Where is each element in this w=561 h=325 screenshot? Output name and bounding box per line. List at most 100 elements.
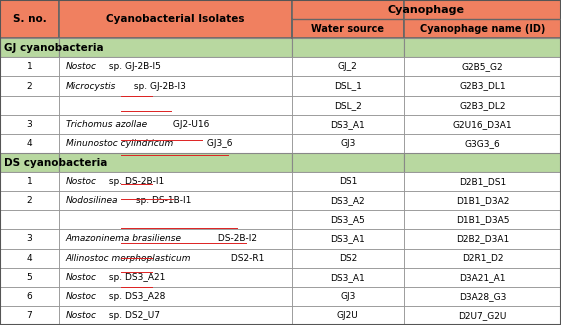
Text: G2B3_DL1: G2B3_DL1 bbox=[459, 82, 506, 91]
Bar bbox=[292, 57, 404, 76]
Text: DS1: DS1 bbox=[339, 177, 357, 186]
Bar bbox=[292, 96, 404, 115]
Text: G2B5_G2: G2B5_G2 bbox=[462, 62, 503, 72]
Text: sp. DS3_A21: sp. DS3_A21 bbox=[105, 273, 165, 282]
Text: DS3_A2: DS3_A2 bbox=[330, 196, 365, 205]
Text: D3A28_G3: D3A28_G3 bbox=[459, 292, 506, 301]
Text: sp. GJ-2B-I3: sp. GJ-2B-I3 bbox=[131, 82, 186, 91]
Text: GJ2-U16: GJ2-U16 bbox=[171, 120, 210, 129]
Bar bbox=[404, 229, 561, 249]
Text: Amazoninema brasiliense: Amazoninema brasiliense bbox=[66, 234, 182, 243]
Bar bbox=[59, 153, 292, 172]
Text: 1: 1 bbox=[26, 62, 33, 72]
Text: DS3_A1: DS3_A1 bbox=[330, 273, 365, 282]
Bar bbox=[0, 210, 59, 229]
Text: GJ cyanobacteria: GJ cyanobacteria bbox=[4, 43, 104, 53]
Text: Microcystis: Microcystis bbox=[66, 82, 116, 91]
Text: Nostoc: Nostoc bbox=[66, 177, 96, 186]
Bar bbox=[292, 172, 404, 191]
Text: G3G3_6: G3G3_6 bbox=[465, 139, 500, 148]
Bar bbox=[292, 38, 404, 57]
Bar bbox=[292, 76, 404, 96]
Text: GJ2U: GJ2U bbox=[337, 311, 358, 320]
Text: D1B1_D3A5: D1B1_D3A5 bbox=[456, 215, 509, 224]
Bar bbox=[0, 229, 59, 249]
Text: Nostoc: Nostoc bbox=[66, 311, 96, 320]
Text: DSL_1: DSL_1 bbox=[334, 82, 362, 91]
Text: Cyanophage: Cyanophage bbox=[388, 5, 465, 15]
Text: G2U16_D3A1: G2U16_D3A1 bbox=[453, 120, 512, 129]
Text: 3: 3 bbox=[26, 234, 33, 243]
Text: D1B1_D3A2: D1B1_D3A2 bbox=[456, 196, 509, 205]
Text: D3A21_A1: D3A21_A1 bbox=[459, 273, 505, 282]
Text: Water source: Water source bbox=[311, 24, 384, 34]
Bar bbox=[292, 0, 404, 38]
Text: DS3_A5: DS3_A5 bbox=[330, 215, 365, 224]
Bar bbox=[292, 134, 404, 153]
Text: Trichomus azollae: Trichomus azollae bbox=[66, 120, 147, 129]
Bar bbox=[0, 153, 59, 172]
Text: D2B1_DS1: D2B1_DS1 bbox=[459, 177, 506, 186]
Text: sp. GJ-2B-I5: sp. GJ-2B-I5 bbox=[105, 62, 160, 72]
Text: 2: 2 bbox=[26, 196, 33, 205]
Bar bbox=[0, 249, 59, 268]
Bar bbox=[59, 249, 292, 268]
Bar bbox=[404, 268, 561, 287]
Bar bbox=[404, 115, 561, 134]
Text: Nostoc: Nostoc bbox=[66, 292, 96, 301]
Text: D2B2_D3A1: D2B2_D3A1 bbox=[456, 234, 509, 243]
Text: DS3_A1: DS3_A1 bbox=[330, 234, 365, 243]
Bar bbox=[404, 153, 561, 172]
Bar bbox=[292, 306, 404, 325]
Bar bbox=[59, 115, 292, 134]
Bar bbox=[59, 191, 292, 210]
Bar bbox=[59, 229, 292, 249]
Text: 7: 7 bbox=[26, 311, 33, 320]
Bar bbox=[292, 191, 404, 210]
Bar bbox=[0, 268, 59, 287]
Bar bbox=[59, 96, 292, 115]
Text: GJ3: GJ3 bbox=[340, 139, 356, 148]
Text: GJ3: GJ3 bbox=[340, 292, 356, 301]
Bar bbox=[292, 229, 404, 249]
Bar bbox=[404, 210, 561, 229]
Bar bbox=[404, 134, 561, 153]
Bar bbox=[59, 38, 292, 57]
Text: Nostoc: Nostoc bbox=[66, 273, 96, 282]
Bar bbox=[0, 172, 59, 191]
Text: 2: 2 bbox=[26, 82, 33, 91]
Text: DS3_A1: DS3_A1 bbox=[330, 120, 365, 129]
Text: sp. DS-1B-I1: sp. DS-1B-I1 bbox=[134, 196, 192, 205]
Bar bbox=[0, 96, 59, 115]
Bar bbox=[59, 57, 292, 76]
Text: DS cyanobacteria: DS cyanobacteria bbox=[4, 158, 108, 167]
Text: 6: 6 bbox=[26, 292, 33, 301]
Bar bbox=[59, 287, 292, 306]
Text: sp. DS-2B-I1: sp. DS-2B-I1 bbox=[105, 177, 164, 186]
Bar bbox=[0, 76, 59, 96]
Text: D2R1_D2: D2R1_D2 bbox=[462, 254, 503, 263]
Text: 3: 3 bbox=[26, 120, 33, 129]
Text: Allinostoc morphoplasticum: Allinostoc morphoplasticum bbox=[66, 254, 191, 263]
Bar bbox=[0, 38, 59, 57]
Bar bbox=[292, 249, 404, 268]
Bar bbox=[0, 191, 59, 210]
Text: 5: 5 bbox=[26, 273, 33, 282]
Text: Nostoc: Nostoc bbox=[66, 62, 96, 72]
Text: Cyanobacterial Isolates: Cyanobacterial Isolates bbox=[106, 14, 245, 24]
Text: 4: 4 bbox=[26, 254, 33, 263]
Text: DS-2B-I2: DS-2B-I2 bbox=[215, 234, 257, 243]
Bar bbox=[59, 0, 292, 38]
Text: sp. DS2_U7: sp. DS2_U7 bbox=[105, 311, 160, 320]
Bar bbox=[404, 191, 561, 210]
Bar bbox=[0, 306, 59, 325]
Text: Minunostoc cylindricum: Minunostoc cylindricum bbox=[66, 139, 173, 148]
Bar bbox=[59, 306, 292, 325]
Bar bbox=[404, 306, 561, 325]
Bar bbox=[404, 76, 561, 96]
Text: Nodosilinea: Nodosilinea bbox=[66, 196, 118, 205]
Text: Cyanophage name (ID): Cyanophage name (ID) bbox=[420, 24, 545, 34]
Text: DSL_2: DSL_2 bbox=[334, 101, 362, 110]
Text: D2U7_G2U: D2U7_G2U bbox=[458, 311, 507, 320]
Bar bbox=[404, 57, 561, 76]
